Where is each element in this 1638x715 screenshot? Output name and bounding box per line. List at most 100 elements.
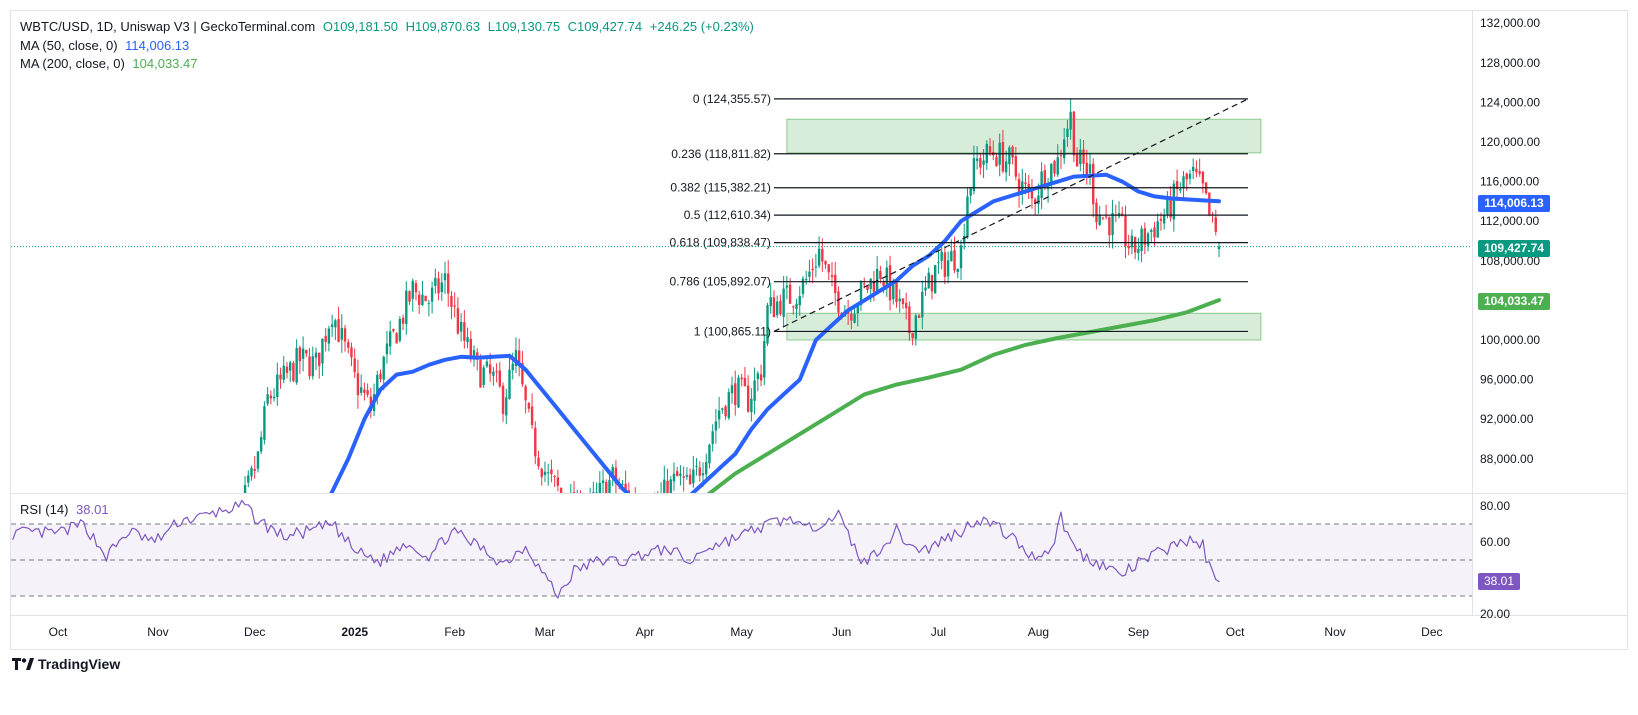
- candle-body: [572, 492, 576, 493]
- candle-body: [969, 188, 972, 196]
- price-axis-tick: 96,000.00: [1480, 373, 1534, 387]
- candle-body: [753, 380, 756, 401]
- candle-body: [256, 451, 260, 469]
- candle-body: [476, 352, 479, 358]
- candle-body: [1059, 155, 1063, 157]
- candle-body: [382, 356, 385, 380]
- candle-body: [1179, 189, 1182, 191]
- candle-body: [1075, 154, 1079, 167]
- candle-body: [330, 324, 334, 327]
- ohlc-low: L109,130.75: [487, 19, 561, 34]
- candle-body: [634, 499, 636, 511]
- candle-body: [472, 350, 476, 358]
- candle-body: [798, 296, 801, 306]
- tradingview-logo[interactable]: TradingView: [12, 656, 120, 672]
- ma50-legend[interactable]: MA (50, close, 0) 114,006.13: [20, 38, 193, 53]
- candle-body: [1079, 149, 1082, 165]
- candle-body: [1217, 246, 1221, 250]
- rsi-line: [12, 499, 1220, 599]
- candle-body: [734, 383, 737, 405]
- candle-body: [614, 467, 618, 484]
- candle-body: [285, 366, 289, 373]
- candle-body: [814, 266, 818, 268]
- candle-body: [434, 277, 437, 286]
- candle-body: [563, 496, 565, 503]
- candle-body: [447, 273, 450, 294]
- candle-body: [1192, 166, 1195, 172]
- candle-body: [1056, 157, 1059, 175]
- candle-body: [721, 408, 724, 410]
- candle-body: [963, 235, 966, 244]
- candle-body: [1027, 183, 1030, 190]
- candle-body: [266, 394, 269, 404]
- candle-body: [672, 473, 676, 482]
- candle-body: [553, 475, 556, 477]
- ohlc-change: +246.25 (+0.23%): [649, 19, 754, 34]
- candle-body: [934, 265, 937, 294]
- candle-body: [688, 474, 692, 485]
- candle-body: [292, 362, 295, 382]
- candle-body: [482, 367, 485, 386]
- candle-body: [247, 475, 250, 483]
- candle-body: [743, 377, 747, 387]
- candle-body: [653, 503, 655, 522]
- candle-body: [705, 462, 708, 475]
- fib-level-label: 0 (124,355.57): [693, 92, 771, 106]
- rsi-legend[interactable]: RSI (14) 38.01: [20, 502, 113, 517]
- candle-body: [1104, 216, 1108, 218]
- candle-body: [1188, 173, 1192, 179]
- candle-body: [276, 374, 279, 398]
- candle-body: [308, 356, 311, 377]
- candle-body: [885, 267, 889, 289]
- candle-body: [586, 512, 588, 524]
- candle-body: [1030, 191, 1034, 199]
- candle-body: [1069, 111, 1072, 130]
- candle-body: [717, 410, 721, 420]
- candle-body: [914, 315, 918, 339]
- candle-body: [459, 321, 463, 332]
- rsi-value: 38.01: [76, 502, 109, 517]
- time-axis-label: Nov: [147, 625, 168, 639]
- candle-body: [995, 157, 998, 167]
- candle-body: [385, 343, 389, 355]
- candle-body: [250, 467, 253, 477]
- ma200-legend[interactable]: MA (200, close, 0) 104,033.47: [20, 56, 201, 71]
- candle-body: [272, 396, 276, 399]
- rsi-axis-tick: 60.00: [1480, 535, 1510, 549]
- candle-body: [1156, 221, 1159, 238]
- candle-body: [611, 467, 614, 479]
- candle-body: [334, 320, 337, 328]
- price-axis-tick: 112,000.00: [1480, 214, 1539, 228]
- price-axis-tick: 120,000.00: [1480, 135, 1540, 149]
- candle-body: [570, 495, 572, 517]
- candle-body: [543, 471, 547, 476]
- candle-body: [421, 294, 424, 306]
- candle-body: [975, 158, 979, 161]
- candle-body: [1108, 217, 1111, 236]
- candle-body: [869, 278, 872, 290]
- candle-body: [566, 506, 568, 515]
- candle-body: [463, 322, 466, 341]
- candle-body: [1001, 141, 1005, 172]
- tradingview-icon: [12, 658, 34, 670]
- candle-body: [466, 337, 469, 343]
- candle-body: [1053, 161, 1056, 174]
- candle-body: [411, 280, 414, 299]
- candle-body: [605, 482, 608, 493]
- candle-body: [282, 365, 285, 380]
- candle-body: [1008, 147, 1011, 165]
- fib-level-label: 0.236 (118,811.82): [671, 147, 771, 161]
- candle-body: [1101, 217, 1105, 219]
- candle-body: [730, 385, 734, 394]
- symbol-title[interactable]: WBTC/USD, 1D, Uniswap V3 | GeckoTerminal…: [20, 19, 316, 34]
- candle-body: [343, 328, 347, 342]
- candle-body: [1092, 163, 1095, 205]
- candle-body: [311, 356, 314, 377]
- candle-body: [1127, 245, 1130, 249]
- candle-body: [321, 338, 324, 364]
- candle-body: [1150, 229, 1153, 232]
- candle-body: [279, 374, 282, 380]
- price-axis-tick: 100,000.00: [1480, 333, 1540, 347]
- candles: [243, 99, 1221, 524]
